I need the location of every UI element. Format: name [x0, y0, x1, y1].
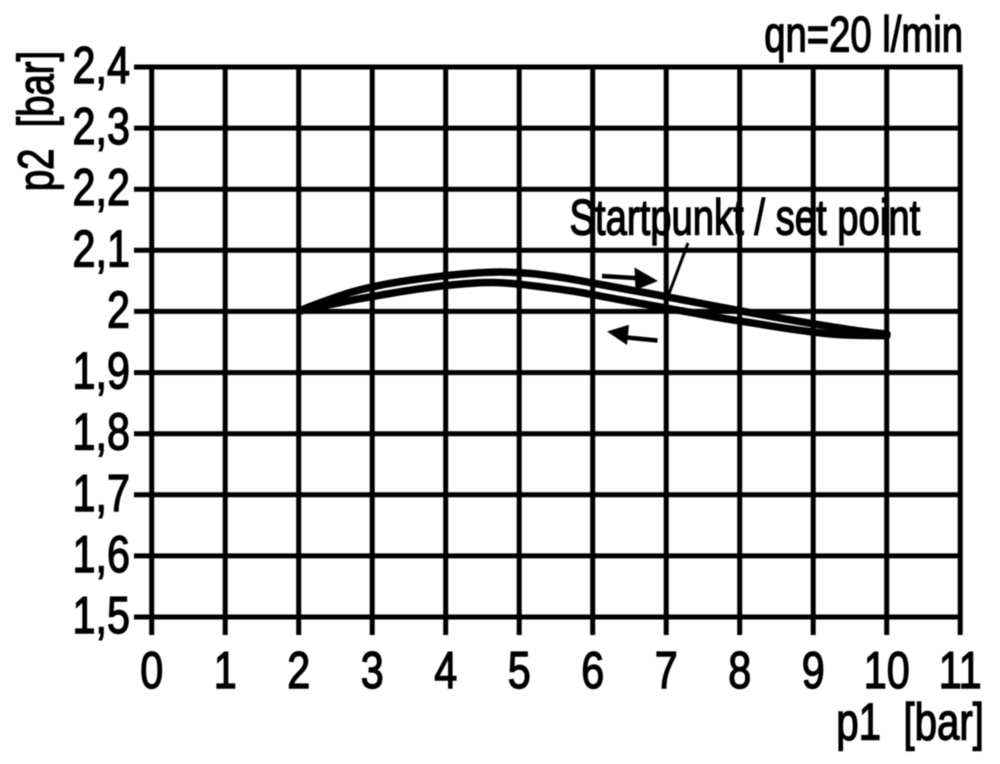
svg-text:1,6: 1,6 [73, 524, 130, 583]
svg-text:8: 8 [728, 640, 751, 699]
svg-text:9: 9 [802, 640, 825, 699]
svg-text:qn=20 l/min: qn=20 l/min [764, 8, 963, 63]
svg-text:2: 2 [287, 640, 310, 699]
svg-text:2,3: 2,3 [73, 96, 130, 155]
svg-text:1,5: 1,5 [73, 585, 130, 644]
svg-text:2: 2 [107, 280, 130, 339]
svg-text:2,4: 2,4 [73, 35, 130, 94]
svg-text:1,9: 1,9 [73, 341, 130, 400]
svg-text:2,2: 2,2 [73, 158, 130, 217]
svg-text:0: 0 [140, 640, 163, 699]
svg-text:Startpunkt / set point: Startpunkt / set point [570, 191, 921, 246]
svg-text:3: 3 [361, 640, 384, 699]
svg-text:10: 10 [864, 640, 910, 699]
svg-text:7: 7 [655, 640, 678, 699]
svg-text:6: 6 [581, 640, 604, 699]
svg-text:p2 [bar]: p2 [bar] [9, 51, 64, 191]
svg-text:1,7: 1,7 [73, 463, 130, 522]
svg-text:p1 [bar]: p1 [bar] [836, 693, 984, 751]
svg-text:2,1: 2,1 [73, 219, 130, 278]
svg-text:5: 5 [508, 640, 531, 699]
svg-text:4: 4 [434, 640, 457, 699]
svg-text:1: 1 [214, 640, 237, 699]
svg-text:11: 11 [939, 640, 982, 699]
svg-text:1,8: 1,8 [73, 402, 130, 461]
